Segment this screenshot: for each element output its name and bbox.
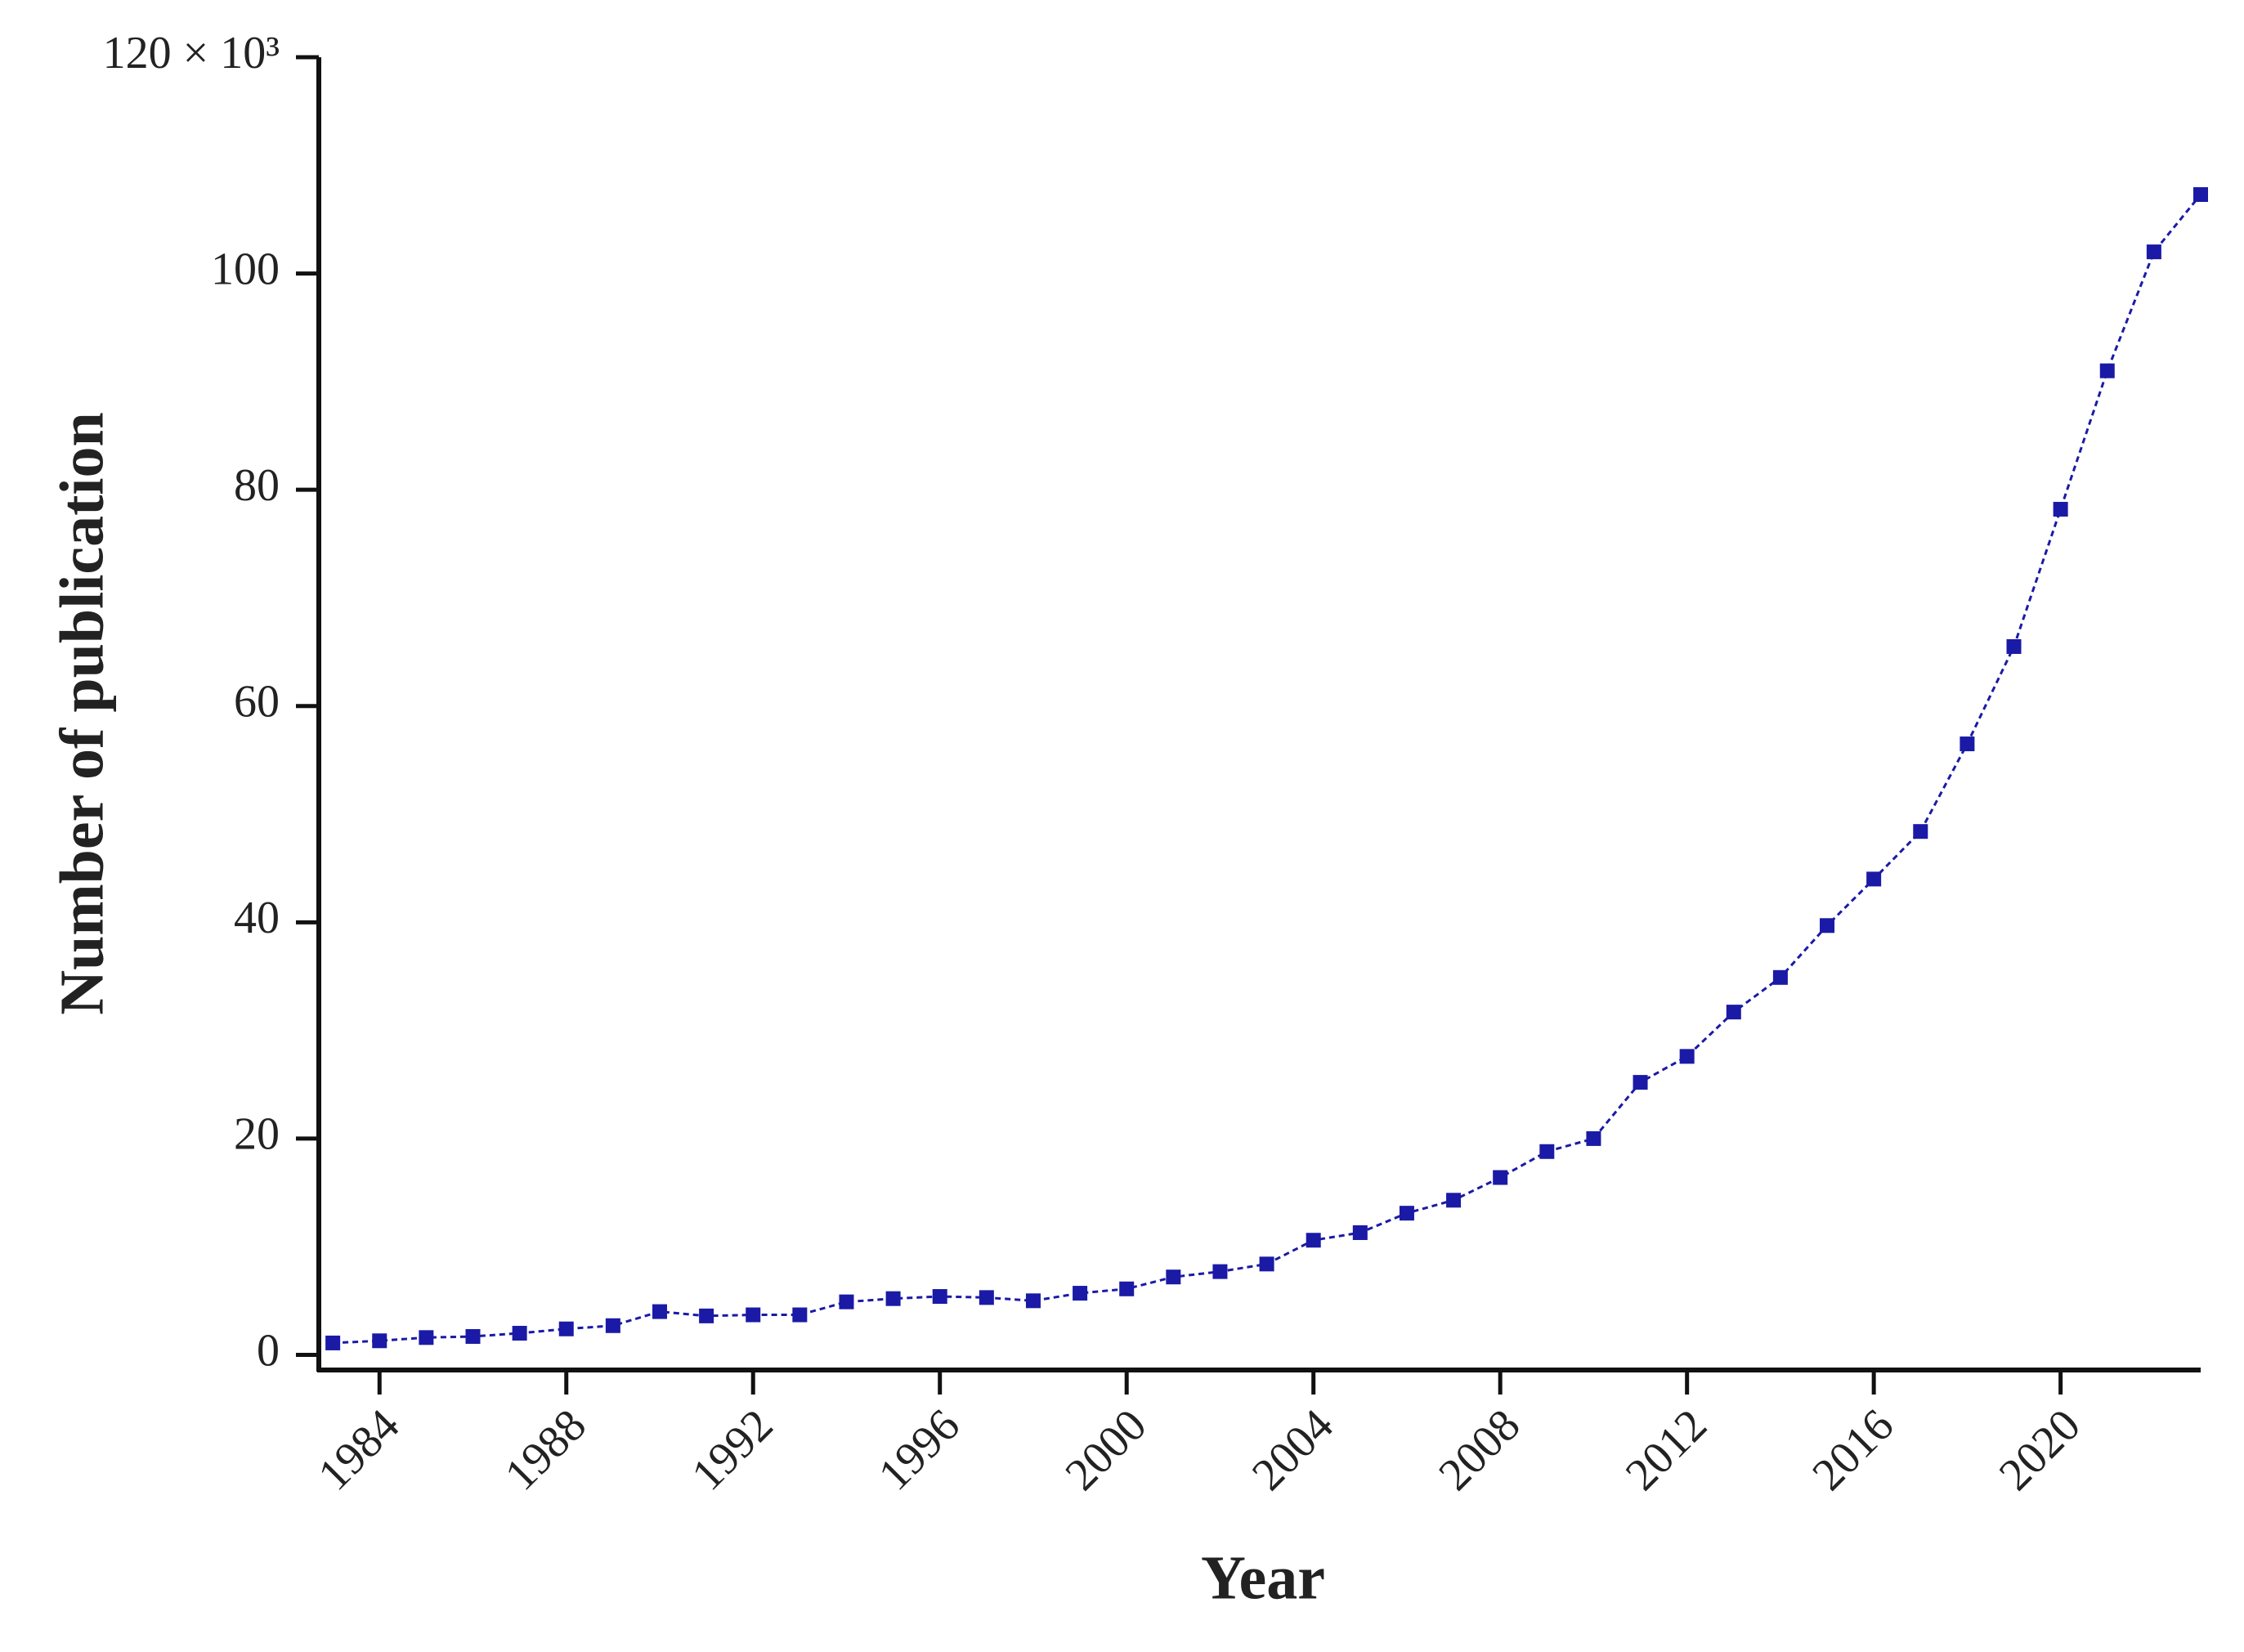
data-point [419, 1330, 434, 1345]
x-tick-label: 1984 [308, 1399, 409, 1500]
y-tick-label: 60 [234, 677, 280, 728]
x-tick-label: 2000 [1055, 1399, 1156, 1500]
x-tick-label: 1988 [495, 1399, 596, 1500]
data-point [512, 1326, 527, 1341]
data-point [2053, 501, 2068, 517]
data-point [1633, 1075, 1648, 1090]
x-tick-label: 1996 [869, 1399, 970, 1500]
data-point [979, 1290, 994, 1305]
x-tick-label: 2004 [1243, 1399, 1343, 1500]
data-point [1212, 1264, 1228, 1279]
y-tick-label: 20 [234, 1109, 280, 1160]
data-point [1166, 1269, 1181, 1285]
data-point [465, 1328, 481, 1344]
y-tick-label: 120 × 10³ [103, 28, 280, 78]
data-point [1025, 1293, 1041, 1309]
y-tick-label: 0 [257, 1325, 280, 1376]
y-axis-title: Number of publication [47, 412, 116, 1015]
data-point [1306, 1233, 1321, 1248]
data-point [325, 1335, 341, 1350]
data-point [1913, 824, 1928, 839]
x-tick-label: 1992 [682, 1399, 782, 1500]
data-point [1866, 871, 1882, 887]
data-point [839, 1294, 854, 1310]
data-point [1073, 1286, 1088, 1301]
data-point [372, 1333, 387, 1349]
data-point [1259, 1256, 1274, 1272]
data-point [558, 1321, 574, 1336]
data-point [746, 1307, 761, 1323]
data-point [1772, 969, 1788, 985]
y-tick-label: 100 [211, 244, 280, 294]
data-point [2146, 244, 2161, 260]
data-point [699, 1308, 714, 1323]
data-point [2099, 363, 2115, 378]
x-tick-label: 2016 [1803, 1399, 1903, 1500]
data-point [1586, 1130, 1601, 1146]
y-tick-label: 80 [234, 460, 280, 511]
data-point [1399, 1206, 1414, 1221]
data-point [1726, 1005, 1741, 1020]
data-point [1820, 918, 1835, 933]
data-point [1960, 736, 1975, 752]
data-point [1679, 1049, 1695, 1064]
data-point [1493, 1170, 1508, 1185]
data-point [2193, 187, 2208, 203]
data-point [605, 1318, 620, 1333]
x-axis-title: Year [1201, 1543, 1325, 1612]
x-tick-label: 2012 [1616, 1399, 1717, 1500]
data-point [1352, 1224, 1368, 1240]
data-point [2006, 638, 2022, 654]
x-tick-label: 2020 [1990, 1399, 2090, 1500]
data-point [652, 1304, 667, 1319]
x-tick-label: 2008 [1429, 1399, 1530, 1500]
data-point [792, 1307, 808, 1323]
data-point [932, 1289, 947, 1305]
y-tick-label: 40 [234, 893, 280, 943]
data-line [333, 194, 2202, 1345]
data-point [1119, 1281, 1135, 1296]
data-point [1446, 1193, 1462, 1208]
data-point [1539, 1144, 1555, 1159]
data-point [885, 1291, 901, 1306]
